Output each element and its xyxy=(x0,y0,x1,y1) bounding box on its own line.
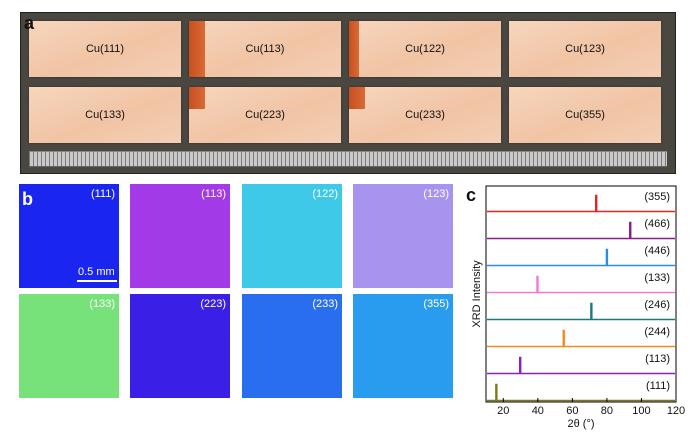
series-peak xyxy=(519,356,522,374)
tile-123: (123) xyxy=(353,184,453,288)
foil-label: Cu(111) xyxy=(85,43,125,55)
panel-a-photo: Cu(111) Cu(113) Cu(122) Cu(123) Cu(133) Cu(22… xyxy=(20,12,676,174)
foil-cu111: Cu(111) xyxy=(29,21,181,77)
series-peak xyxy=(595,194,598,212)
tile-223: (223) xyxy=(130,294,230,398)
series-label: (246) xyxy=(644,299,670,311)
foil-label: Cu(113) xyxy=(245,43,285,55)
foil-label: Cu(233) xyxy=(405,109,445,121)
tile-label: (223) xyxy=(200,298,226,310)
foil-cu133: Cu(133) xyxy=(29,87,181,143)
tile-133: (133) xyxy=(19,294,119,398)
foil-label: Cu(223) xyxy=(245,109,285,121)
tile-label: (133) xyxy=(89,298,115,310)
x-tick-label: 40 xyxy=(532,405,544,417)
ruler xyxy=(29,151,667,167)
oxide-region xyxy=(189,21,205,77)
series-peak xyxy=(605,248,609,266)
series-peak xyxy=(629,221,632,239)
scale-bar-label: 0.5 mm xyxy=(78,266,115,278)
series-peak xyxy=(562,329,565,347)
oxide-region xyxy=(189,87,205,109)
foil-cu233: Cu(233) xyxy=(349,87,501,143)
tile-355: (355) xyxy=(353,294,453,398)
tile-233: (233) xyxy=(242,294,342,398)
foil-cu223: Cu(223) xyxy=(189,87,341,143)
xrd-chart: (355) (466) (446) (133) (246) (244) (113) (111)… xyxy=(471,185,685,430)
tile-label: (355) xyxy=(423,298,449,310)
x-tick-label: 80 xyxy=(601,405,613,417)
tile-122: (122) xyxy=(242,184,342,288)
series-label: (133) xyxy=(644,272,670,284)
panel-a-letter: a xyxy=(24,13,35,33)
series-peak xyxy=(590,302,593,320)
foil-label: Cu(133) xyxy=(85,109,125,121)
series-peak xyxy=(495,383,498,401)
oxide-region xyxy=(349,87,365,109)
tile-label: (233) xyxy=(312,298,338,310)
tile-113: (113) xyxy=(130,184,230,288)
tile-label: (123) xyxy=(423,188,449,200)
x-axis-label: 2θ (°) xyxy=(567,418,594,430)
plot-frame xyxy=(485,185,677,403)
foil-cu113: Cu(113) xyxy=(189,21,341,77)
foil-label: Cu(123) xyxy=(565,43,605,55)
panel-b-letter: b xyxy=(22,189,33,209)
series-label: (446) xyxy=(644,245,670,257)
foil-label: Cu(122) xyxy=(405,43,445,55)
panel-c-letter: c xyxy=(466,185,477,205)
series-label: (113) xyxy=(645,353,670,365)
tile-label: (113) xyxy=(201,188,226,200)
x-tick-label: 120 xyxy=(667,405,685,417)
scale-bar xyxy=(77,280,117,282)
tile-label: (122) xyxy=(312,188,338,200)
y-axis-label: XRD Intensity xyxy=(471,260,483,328)
foil-label: Cu(355) xyxy=(565,109,605,121)
series-label: (466) xyxy=(644,218,670,230)
series-peak xyxy=(536,275,539,293)
tile-111: (111) xyxy=(19,184,119,288)
foil-cu355: Cu(355) xyxy=(509,87,661,143)
x-tick-label: 60 xyxy=(566,405,578,417)
series-label: (244) xyxy=(644,326,670,338)
x-tick-label: 20 xyxy=(497,405,509,417)
series-label: (111) xyxy=(646,380,670,392)
x-tick-label: 100 xyxy=(632,405,650,417)
foil-cu122: Cu(122) xyxy=(349,21,501,77)
oxide-region xyxy=(349,21,359,77)
series-label: (355) xyxy=(644,191,670,203)
foil-cu123: Cu(123) xyxy=(509,21,661,77)
tile-label: (111) xyxy=(90,188,115,200)
